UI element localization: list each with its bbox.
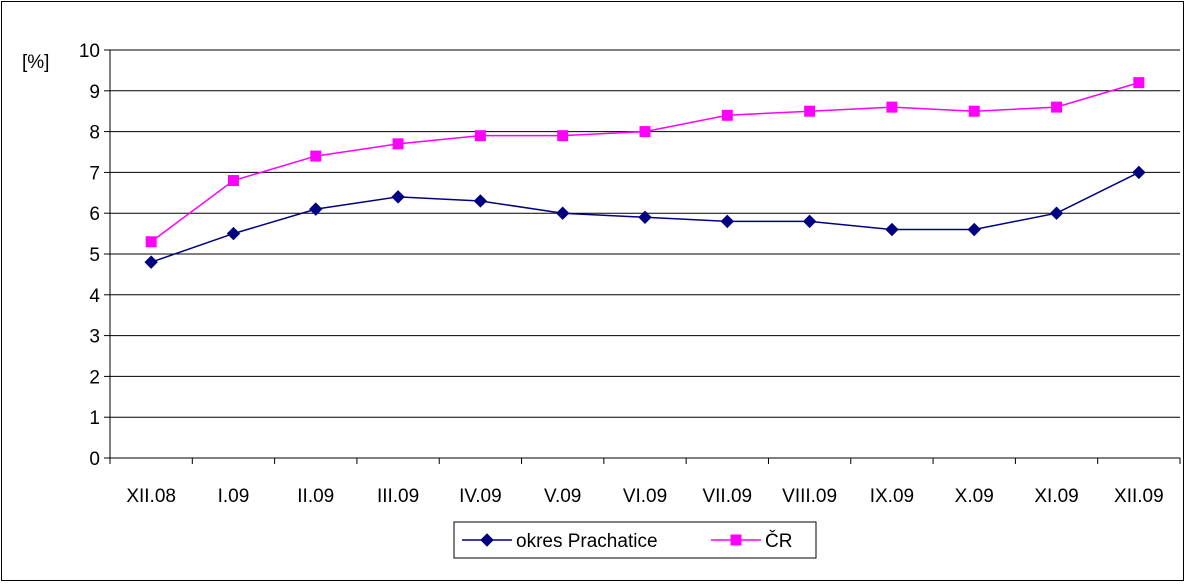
x-tick-labels: XII.08 I.09 II.09 III.09 IV.09 V.09 VI.09 VII.0…: [126, 486, 1163, 507]
y-tick-label: 2: [89, 367, 100, 388]
data-point: [886, 101, 898, 113]
y-tick-label: 1: [89, 408, 100, 429]
x-tick-label: XII.08: [126, 486, 176, 507]
data-point: [392, 138, 404, 150]
data-point: [391, 190, 405, 204]
data-point: [474, 130, 486, 142]
y-tick-label: 8: [89, 123, 100, 144]
data-point: [1132, 165, 1146, 180]
legend-marker: [480, 533, 494, 547]
legend-marker: [730, 534, 742, 546]
data-point: [804, 105, 816, 117]
x-tick-label: XI.09: [1034, 486, 1078, 507]
data-point: [144, 255, 158, 269]
data-point: [473, 194, 488, 208]
x-tick-label: X.09: [955, 486, 994, 507]
x-tick-label: VII.09: [702, 486, 752, 507]
y-tick-label: 3: [89, 327, 100, 348]
axes: [104, 49, 1181, 464]
data-point: [226, 226, 241, 241]
x-tick-label: III.09: [377, 486, 419, 507]
data-point: [1049, 206, 1064, 220]
data-point: [720, 214, 735, 229]
data-point: [1133, 77, 1145, 89]
x-tick-label: IX.09: [870, 486, 914, 507]
y-tick-label: 10: [79, 41, 100, 62]
y-tick-label: 0: [89, 449, 100, 470]
y-tick-label: 6: [89, 204, 100, 225]
y-tick-label: 7: [89, 163, 100, 184]
data-point: [967, 222, 981, 237]
data-point: [802, 214, 817, 229]
y-axis-label: [%]: [22, 52, 49, 73]
data-point: [310, 150, 322, 162]
data-point: [721, 109, 733, 121]
gridlines: [110, 49, 1180, 418]
x-tick-label: V.09: [544, 486, 581, 507]
data-point: [309, 202, 323, 216]
data-point: [557, 130, 569, 142]
legend: okres Prachatice ČR: [453, 521, 817, 559]
y-tick-label: 5: [89, 245, 100, 266]
data-point: [227, 175, 239, 187]
data-point: [555, 206, 570, 220]
y-tick-label: 9: [89, 82, 100, 103]
x-tick-label: IV.09: [459, 486, 502, 507]
x-tick-label: I.09: [218, 486, 250, 507]
data-point: [145, 236, 157, 248]
series-layer: [144, 77, 1146, 269]
data-point: [885, 222, 899, 237]
series-okres-prachatice: [144, 165, 1146, 269]
data-point: [638, 210, 652, 224]
legend-label: ČR: [765, 530, 792, 552]
x-tick-label: VI.09: [623, 486, 667, 507]
data-point: [1051, 101, 1063, 113]
legend-label: okres Prachatice: [516, 531, 658, 552]
y-tick-labels: 0 1 2 3 4 5 6 7 8 9 10: [79, 41, 101, 470]
series-cr: [145, 77, 1145, 248]
x-tick-label: VIII.09: [782, 486, 837, 507]
x-tick-label: XII.09: [1114, 486, 1164, 507]
x-tick-label: II.09: [297, 486, 334, 507]
data-point: [968, 105, 980, 117]
y-tick-label: 4: [89, 286, 100, 307]
data-point: [639, 126, 651, 138]
